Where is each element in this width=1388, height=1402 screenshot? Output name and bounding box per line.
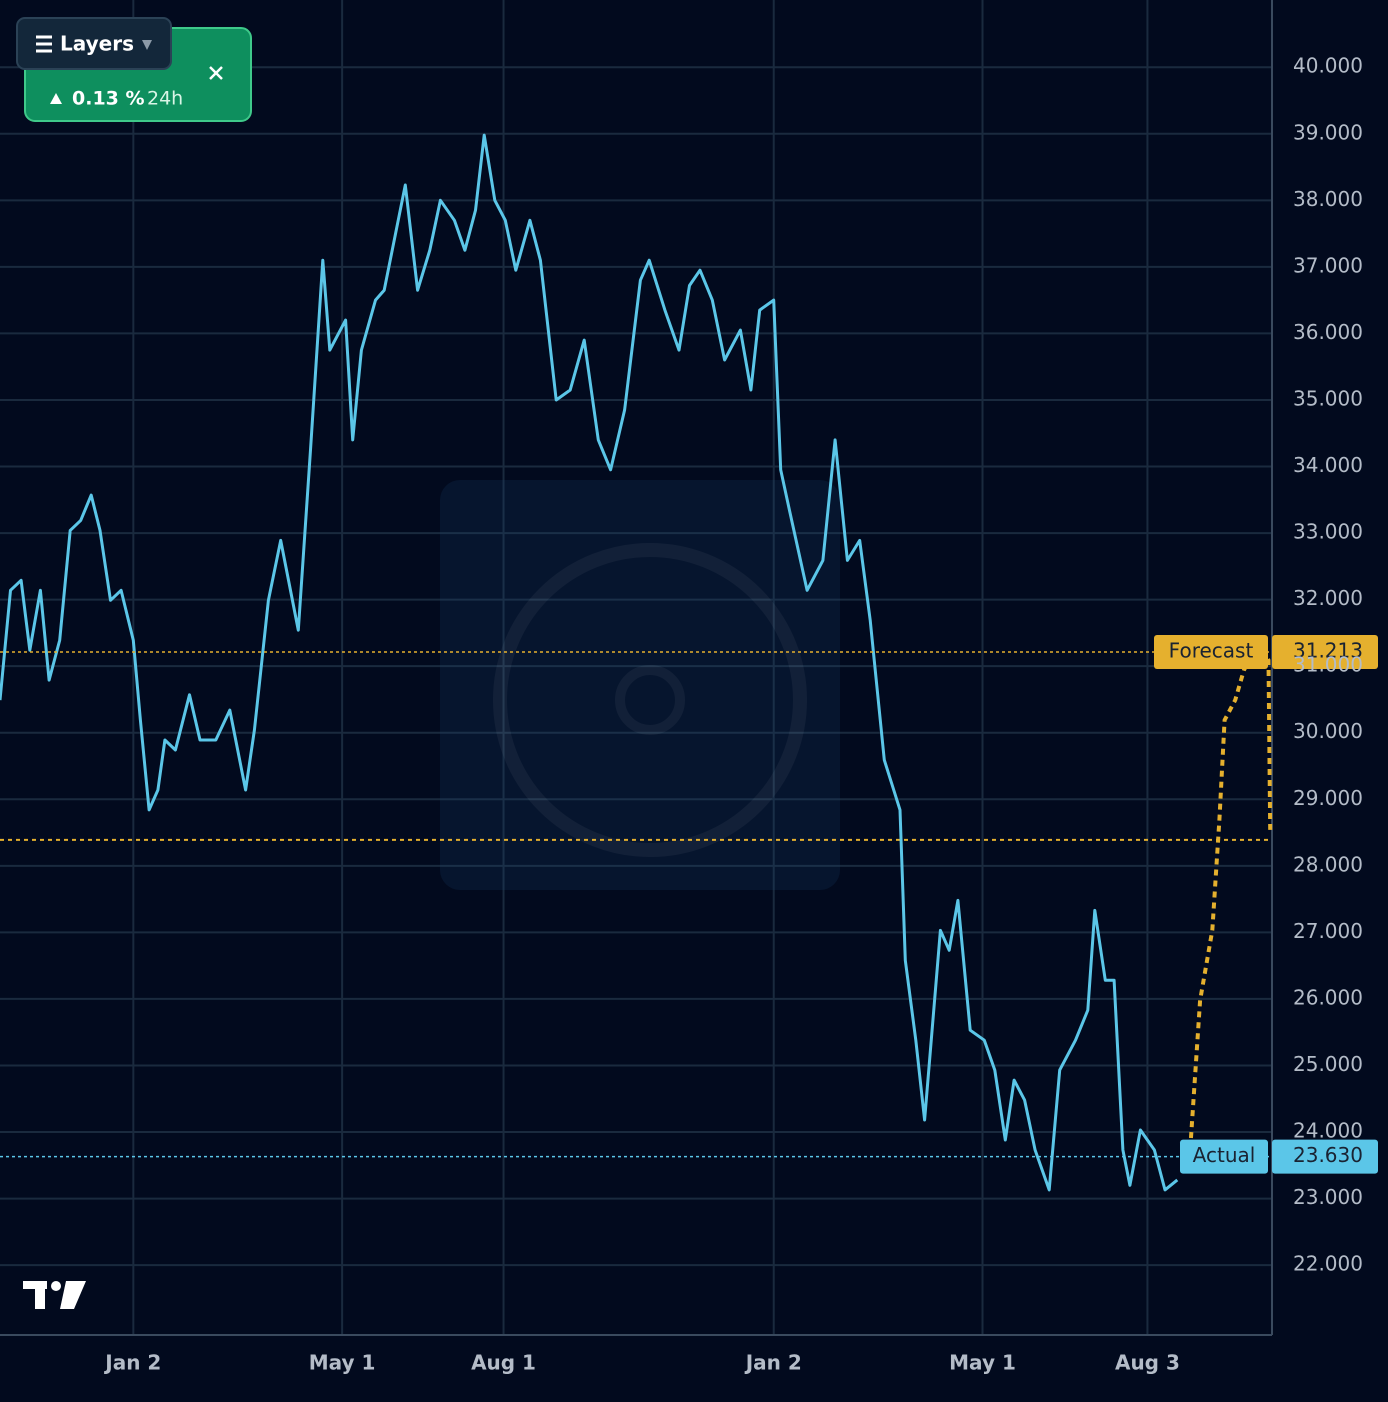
y-tick-label: 29.000	[1293, 786, 1363, 810]
y-tick-label: 39.000	[1293, 120, 1363, 144]
menu-icon	[36, 35, 52, 53]
watermark-ring	[493, 543, 807, 857]
tag-value: 23.630	[1293, 1143, 1363, 1167]
tag-value: 31.213	[1293, 638, 1363, 662]
close-button[interactable]	[209, 66, 223, 80]
x-tick-label: May 1	[949, 1351, 1016, 1375]
y-tick-label: 22.000	[1293, 1252, 1363, 1276]
y-tick-label: 33.000	[1293, 520, 1363, 544]
tag-name-bg	[1154, 634, 1268, 669]
tv-logo	[23, 1281, 86, 1309]
series-line	[0, 133, 1179, 1192]
y-tick-label: 23.000	[1293, 1185, 1363, 1209]
tag-name: Actual	[1193, 1143, 1256, 1167]
watermark-box	[440, 480, 840, 890]
layers-label: Layers	[60, 32, 134, 56]
y-tick-label: 31.000	[1293, 653, 1363, 677]
y-tick-label: 35.000	[1293, 386, 1363, 410]
watermark	[440, 480, 840, 890]
x-tick-label: Aug 3	[1115, 1351, 1180, 1375]
layers-button[interactable]: Layers	[16, 17, 172, 70]
y-tick-label: 32.000	[1293, 586, 1363, 610]
y-tick-label: 40.000	[1293, 54, 1363, 78]
x-tick-label: Jan 2	[744, 1351, 802, 1375]
y-tick-label: 34.000	[1293, 453, 1363, 477]
change-text: 0.13 %	[72, 88, 145, 110]
x-tick-label: Jan 2	[103, 1351, 161, 1375]
tag-name: Forecast	[1169, 638, 1254, 662]
up-arrow	[50, 93, 62, 104]
logo-part	[35, 1281, 45, 1309]
dropdown-arrow	[142, 40, 152, 50]
logo-part	[51, 1281, 61, 1291]
close-stroke	[209, 66, 223, 80]
x-tick-label: Aug 1	[471, 1351, 536, 1375]
tag-name-bg	[1180, 1139, 1268, 1174]
y-tick-label: 30.000	[1293, 719, 1363, 743]
y-tick-label: 37.000	[1293, 253, 1363, 277]
x-tick-label: May 1	[309, 1351, 376, 1375]
logo-part	[60, 1281, 86, 1309]
tag-value-bg	[1272, 1139, 1378, 1174]
grid	[0, 0, 1272, 1335]
tag-value-bg	[1272, 634, 1378, 669]
y-tick-label: 28.000	[1293, 852, 1363, 876]
y-tick-label: 26.000	[1293, 985, 1363, 1009]
watermark-core	[615, 665, 685, 735]
y-tick-label: 27.000	[1293, 919, 1363, 943]
layers-bg	[16, 17, 172, 70]
y-tick-label: 38.000	[1293, 187, 1363, 211]
period-text: 24h	[147, 88, 183, 110]
y-tick-label: 24.000	[1293, 1119, 1363, 1143]
y-tick-label: 36.000	[1293, 320, 1363, 344]
y-tick-label: 25.000	[1293, 1052, 1363, 1076]
price-tags: Actual 23.630 Forecast 31.213	[1154, 634, 1378, 1174]
